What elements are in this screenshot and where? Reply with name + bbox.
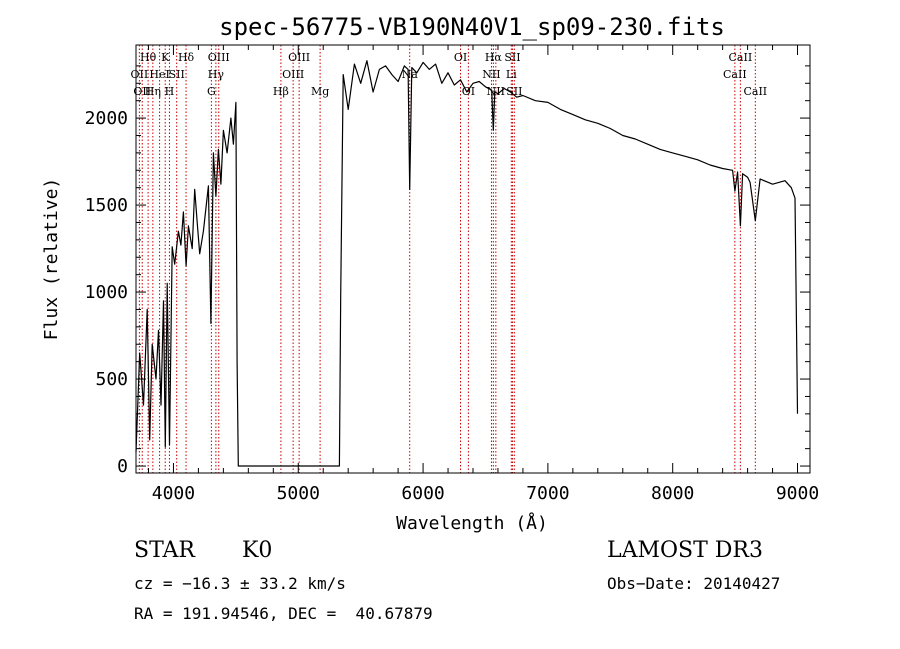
- line-label-8: Hδ: [178, 51, 195, 64]
- spectrum-series: [135, 60, 799, 467]
- x-tick-label-7000: 7000: [526, 483, 569, 504]
- line-label-9: G: [207, 85, 216, 98]
- line-label-4: HeI: [149, 68, 169, 81]
- line-label-25: CaII: [723, 68, 747, 81]
- line-label-20: Hα: [485, 51, 503, 64]
- y-axis-label: Flux (relative): [41, 178, 62, 341]
- line-label-1: OII: [133, 85, 151, 98]
- line-label-11: OIII: [208, 51, 230, 64]
- line-label-26: CaII: [729, 51, 753, 64]
- chart-title: spec-56775-VB190N40V1_sp09-230.fits: [219, 13, 725, 41]
- y-tick-label-1000: 1000: [85, 282, 128, 303]
- line-label-19: NII: [482, 68, 500, 81]
- x-tick-label-8000: 8000: [651, 483, 694, 504]
- line-label-24: SII: [506, 85, 522, 98]
- line-label-10: Hγ: [208, 68, 225, 81]
- emission-line-markers: [138, 45, 756, 473]
- line-label-6: H: [165, 85, 175, 98]
- line-label-2: Hθ: [140, 51, 157, 64]
- line-label-5: K: [161, 51, 170, 64]
- x-tick-label-9000: 9000: [776, 483, 819, 504]
- line-label-13: OIII: [282, 68, 304, 81]
- line-label-16: Na: [402, 68, 419, 81]
- line-label-27: CaII: [743, 85, 767, 98]
- y-tick-label-0: 0: [117, 456, 128, 477]
- ticks: 4000 5000 6000 7000 8000 9000 0 500 1000 1500 2000: [85, 45, 819, 504]
- line-label-3: Hη: [145, 85, 161, 98]
- coordinates: RA = 191.94546, DEC = 40.67879: [134, 604, 433, 623]
- line-label-14: OIII: [288, 51, 310, 64]
- line-label-15: Mg: [311, 85, 329, 98]
- object-subclass: K0: [242, 538, 273, 563]
- x-axis-label: Wavelength (Å): [396, 512, 548, 534]
- line-label-22: Li: [506, 68, 517, 81]
- line-label-7: SII: [169, 68, 185, 81]
- y-tick-label-1500: 1500: [85, 195, 128, 216]
- survey-name: LAMOST DR3: [607, 538, 763, 563]
- y-tick-label-2000: 2000: [85, 108, 128, 129]
- line-label-12: Hβ: [273, 85, 289, 98]
- object-class: STAR: [134, 538, 195, 563]
- line-label-21: NII: [487, 85, 505, 98]
- y-tick-label-500: 500: [95, 369, 128, 390]
- x-tick-label-4000: 4000: [152, 483, 195, 504]
- line-label-23: SII: [504, 51, 520, 64]
- spectrum-line: [135, 60, 799, 467]
- x-tick-label-5000: 5000: [277, 483, 320, 504]
- line-label-18: OI: [462, 85, 475, 98]
- observation-date: Obs−Date: 20140427: [607, 574, 781, 593]
- line-label-17: OI: [454, 51, 467, 64]
- line-label-0: OII: [131, 68, 149, 81]
- x-tick-label-6000: 6000: [401, 483, 444, 504]
- line-labels: OII OII Hθ Hη HeI K H SII Hδ G Hγ OIII Hβ OIII OIII Mg N…: [131, 51, 768, 98]
- redshift-velocity: cz = −16.3 ± 33.2 km/s: [134, 574, 346, 593]
